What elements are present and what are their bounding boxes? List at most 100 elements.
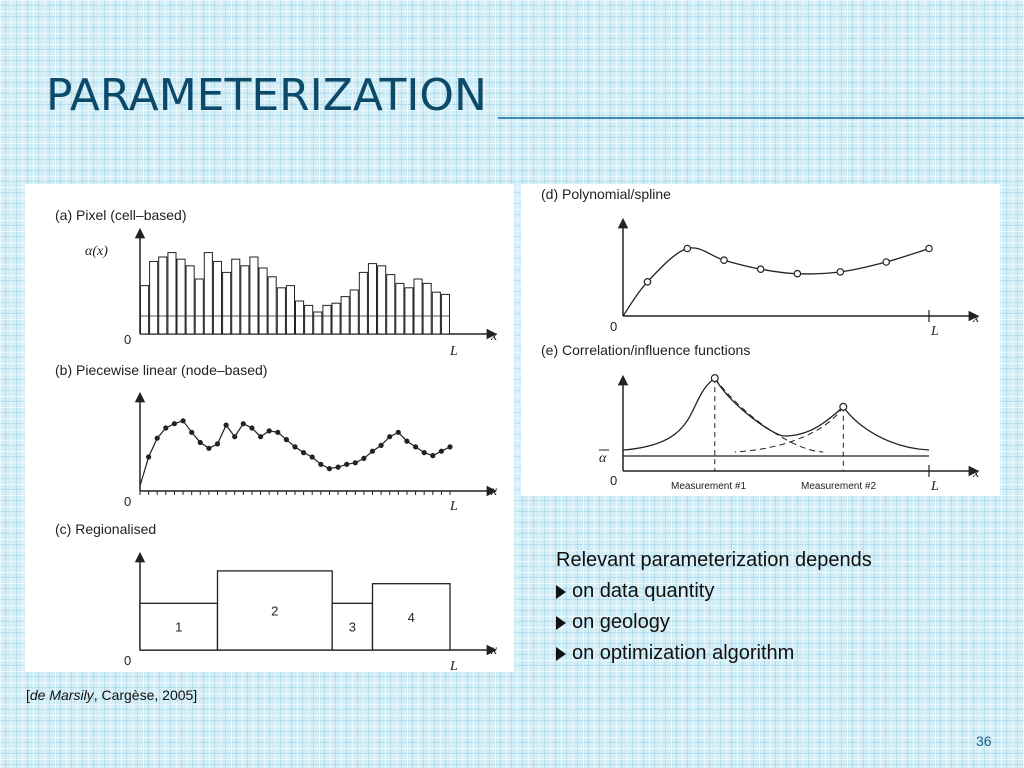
bullet-item-data-quantity: on data quantity (556, 576, 976, 607)
pixel-bar (212, 260, 222, 335)
pixel-bar (431, 291, 441, 335)
spline-node (683, 244, 692, 253)
node-point (154, 435, 160, 441)
pixel-bar (149, 260, 159, 335)
region-label: 1 (175, 620, 182, 635)
figure-right: (d) Polynomial/spline 0 L x (e) Correlat… (521, 184, 1000, 496)
node-point (223, 422, 229, 428)
influence-curve (622, 377, 930, 451)
node-point (266, 428, 272, 434)
spline-curve (622, 247, 930, 317)
pixel-bar (349, 289, 359, 335)
pixel-bar (267, 276, 277, 335)
panel-d-plot (617, 217, 980, 322)
bullet-text: on optimization algorithm (572, 642, 795, 664)
arrow-bullet-icon (556, 584, 566, 599)
panel-e-measurement-1: Measurement #1 (671, 481, 746, 492)
region-label: 4 (408, 610, 415, 625)
node-point (240, 421, 246, 427)
citation: [de Marsily, Cargèse, 2005] (26, 687, 197, 703)
citation-open: [ (26, 687, 30, 703)
pixel-bar (322, 304, 332, 335)
node-point (413, 444, 419, 450)
panel-b-origin: 0 (124, 494, 131, 509)
node-point (378, 442, 384, 448)
node-point (335, 464, 341, 470)
bullet-intro: Relevant parameterization depends (556, 549, 872, 571)
pixel-bar (185, 265, 195, 335)
node-point (326, 466, 332, 472)
panel-d-label: (d) Polynomial/spline (541, 186, 671, 202)
panel-a-plot (134, 227, 498, 340)
node-point (438, 448, 444, 454)
panel-a-label: (a) Pixel (cell–based) (55, 207, 187, 223)
panel-e-measurement-2: Measurement #2 (801, 481, 876, 492)
pixel-bar (285, 285, 295, 335)
bullet-text: on geology (572, 611, 670, 633)
panel-b-x-end: L (449, 499, 458, 514)
pixel-bar (395, 282, 405, 335)
pixel-bar (440, 293, 450, 335)
panel-c-label: (c) Regionalised (55, 521, 156, 537)
node-point (171, 421, 177, 427)
node-point (309, 454, 315, 460)
panel-c-plot: 1 2 3 4 (134, 551, 498, 656)
bullet-item-optimization: on optimization algorithm (556, 638, 976, 669)
arrow-bullet-icon (556, 615, 566, 630)
spline-node (925, 244, 933, 253)
pixel-bar (258, 267, 268, 335)
pixel-bar (404, 287, 414, 335)
pixel-bar (240, 265, 250, 335)
title-underline (498, 117, 1024, 119)
pixel-bar (304, 304, 314, 335)
region-rect (216, 570, 333, 651)
pixel-bar (313, 311, 323, 335)
region-rect (371, 583, 451, 651)
node-point (430, 453, 436, 459)
influence-dashed-2 (734, 406, 844, 453)
pixel-bar (276, 287, 286, 335)
pixel-bar (249, 256, 259, 335)
bullet-item-geology: on geology (556, 607, 976, 638)
pixel-bar (231, 258, 241, 335)
panel-a-x-end: L (449, 344, 458, 359)
node-point (180, 418, 186, 424)
pixel-bar (167, 252, 177, 335)
panel-c-origin: 0 (124, 653, 131, 668)
panel-c-x-axis: x (490, 643, 498, 658)
node-point (395, 429, 401, 435)
arrow-bullet-icon (556, 646, 566, 661)
page-number: 36 (976, 733, 992, 749)
panel-b-x-axis: x (490, 484, 498, 499)
panel-e-plot (617, 374, 980, 477)
node-point (163, 425, 169, 431)
influence-dashed-1 (714, 377, 824, 453)
pixel-bar (140, 285, 150, 335)
spline-node (882, 258, 891, 266)
bullet-list: Relevant parameterization depends on dat… (556, 545, 976, 669)
panel-e-x-end: L (930, 479, 939, 494)
pixel-bar (422, 282, 432, 335)
node-point (369, 448, 376, 454)
region-label: 3 (349, 620, 356, 635)
node-point (275, 429, 281, 435)
spline-node (643, 278, 652, 286)
measurement-2-point (839, 402, 848, 411)
node-point (232, 434, 238, 440)
panel-d-origin: 0 (610, 319, 617, 334)
pixel-bar (340, 296, 350, 335)
spline-node (720, 256, 728, 265)
node-point (189, 429, 195, 435)
panel-b-label: (b) Piecewise linear (node–based) (55, 362, 267, 378)
panel-e-alpha-bar: α (599, 451, 607, 466)
pixel-bar (176, 258, 186, 335)
pixel-bar (295, 300, 305, 335)
node-point (206, 445, 212, 451)
node-point (146, 454, 152, 460)
panel-b-plot (134, 391, 498, 497)
spline-node (836, 268, 845, 276)
spline-node (756, 265, 765, 274)
figure-right-svg: (d) Polynomial/spline 0 L x (e) Correlat… (541, 186, 980, 494)
measurement-1-point (710, 374, 719, 383)
bullet-text: on data quantity (572, 580, 715, 602)
